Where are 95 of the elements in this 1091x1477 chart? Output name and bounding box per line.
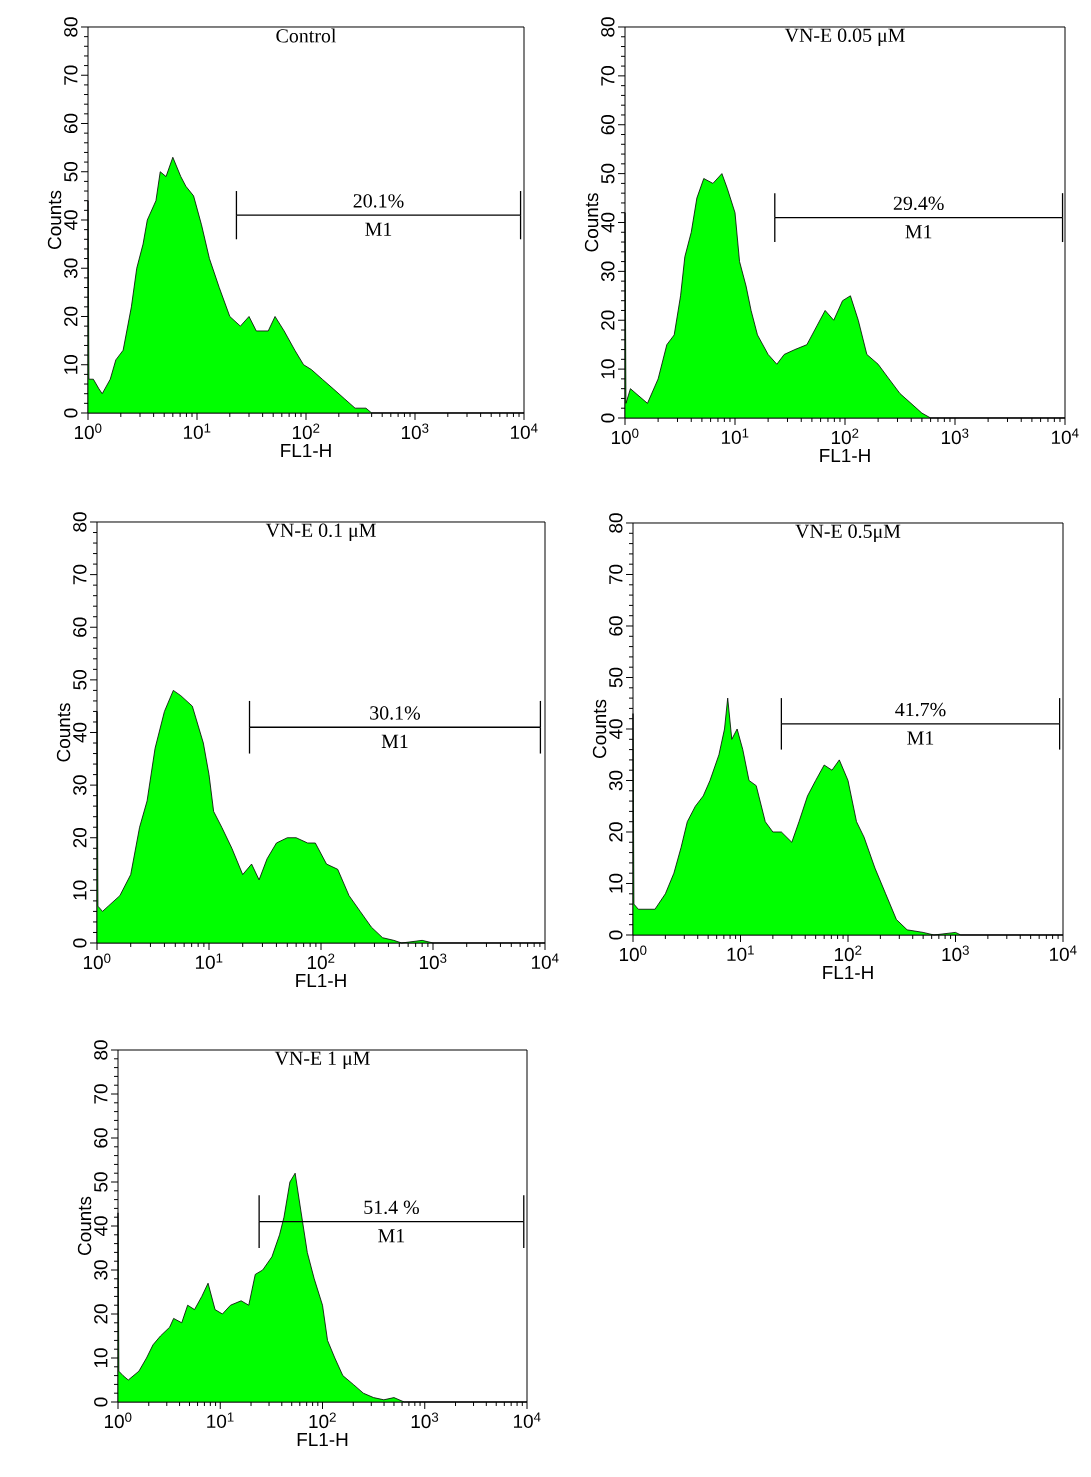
- y-tick-label: 20: [601, 310, 615, 330]
- y-axis-title: Counts: [56, 703, 71, 762]
- y-axis-title: Counts: [584, 193, 599, 252]
- x-tick-label: 10$^{3}$: [401, 423, 429, 440]
- y-tick-label: 40: [601, 212, 615, 233]
- y-tick-label: 60: [94, 1128, 108, 1148]
- x-tick-label: 10$^{2}$: [309, 1412, 336, 1429]
- x-tick-label: 10$^{0}$: [611, 428, 639, 445]
- y-tick-label: 60: [601, 114, 615, 135]
- y-tick-label: 60: [73, 617, 87, 637]
- annotation: 20.1%: [353, 194, 404, 208]
- x-tick-label: 10$^{2}$: [831, 428, 859, 445]
- annotation: 41.7%: [895, 702, 946, 717]
- y-tick-label: 50: [73, 670, 87, 690]
- x-tick-label: 10$^{0}$: [619, 945, 647, 962]
- y-tick-label: 50: [609, 667, 623, 688]
- y-tick-label: 30: [94, 1260, 108, 1280]
- y-axis-title: Counts: [77, 1196, 92, 1256]
- x-tick-label: 10$^{2}$: [834, 945, 862, 962]
- y-tick-label: 60: [64, 113, 78, 134]
- x-tick-label: 10$^{2}$: [307, 953, 335, 970]
- y-tick-label: 70: [609, 564, 623, 585]
- x-tick-label: 10$^{2}$: [292, 423, 320, 440]
- chart-title: VN-E 1 μM: [274, 1051, 370, 1069]
- annotation: M1: [378, 1229, 405, 1243]
- y-tick-label: 40: [609, 719, 623, 740]
- y-tick-label: 60: [609, 616, 623, 636]
- y-tick-label: 50: [64, 161, 78, 182]
- x-tick-label: 10$^{4}$: [1049, 945, 1077, 962]
- y-tick-label: 10: [609, 873, 623, 893]
- chart-title: VN-E 0.5μM: [795, 524, 901, 543]
- y-tick-label: 0: [601, 413, 615, 423]
- x-tick-label: 10$^{0}$: [104, 1412, 132, 1429]
- x-axis-title: FL1-H: [823, 966, 873, 980]
- y-tick-label: 70: [64, 65, 78, 85]
- y-tick-label: 50: [94, 1172, 108, 1192]
- chart-title: VN-E 0.1 μM: [265, 523, 376, 542]
- chart-title: Control: [276, 28, 337, 43]
- y-tick-label: 30: [609, 770, 623, 791]
- y-tick-label: 0: [64, 408, 78, 418]
- x-tick-label: 10$^{4}$: [513, 1412, 541, 1429]
- x-tick-label: 10$^{1}$: [195, 953, 223, 970]
- x-tick-label: 10$^{1}$: [183, 423, 211, 440]
- y-tick-label: 10: [601, 359, 615, 379]
- y-axis-title: Counts: [47, 190, 62, 250]
- x-tick-label: 10$^{0}$: [74, 423, 102, 440]
- x-tick-label: 10$^{3}$: [941, 428, 969, 445]
- y-tick-label: 80: [64, 17, 78, 37]
- x-tick-label: 10$^{1}$: [727, 945, 754, 962]
- annotation: 51.4 %: [364, 1200, 419, 1215]
- y-tick-label: 40: [73, 722, 87, 743]
- y-tick-label: 30: [64, 258, 78, 279]
- chart-title: VN-E 0.05 μM: [784, 28, 905, 47]
- x-tick-label: 10$^{4}$: [1051, 428, 1079, 445]
- y-tick-label: 10: [94, 1348, 108, 1368]
- x-axis-title: FL1-H: [296, 974, 346, 988]
- annotation: M1: [907, 731, 934, 745]
- y-tick-label: 20: [73, 827, 87, 848]
- y-tick-label: 30: [73, 775, 87, 795]
- annotation: 30.1%: [370, 706, 421, 720]
- x-tick-label: 10$^{1}$: [721, 428, 749, 445]
- x-tick-label: 10$^{0}$: [83, 953, 111, 970]
- y-tick-label: 10: [73, 880, 87, 900]
- x-axis-title: FL1-H: [820, 449, 870, 463]
- y-tick-label: 0: [73, 938, 87, 948]
- y-tick-label: 80: [601, 17, 615, 37]
- y-axis-title: Counts: [592, 699, 607, 759]
- x-tick-label: 10$^{3}$: [419, 953, 447, 970]
- y-tick-label: 0: [609, 930, 623, 940]
- y-tick-label: 20: [94, 1304, 108, 1324]
- x-axis-title: FL1-H: [281, 444, 331, 458]
- y-tick-label: 80: [73, 512, 87, 532]
- annotation: M1: [365, 222, 392, 236]
- x-tick-label: 10$^{1}$: [207, 1412, 234, 1429]
- y-tick-label: 50: [601, 163, 615, 184]
- annotation: 29.4%: [893, 196, 944, 211]
- y-tick-label: 30: [601, 261, 615, 282]
- annotation: M1: [381, 734, 408, 748]
- x-tick-label: 10$^{3}$: [942, 945, 969, 962]
- y-tick-label: 10: [64, 354, 78, 374]
- y-tick-label: 70: [94, 1084, 108, 1104]
- x-axis-title: FL1-H: [297, 1433, 348, 1447]
- y-tick-label: 70: [73, 564, 87, 585]
- annotation: M1: [905, 225, 932, 239]
- y-tick-label: 40: [64, 210, 78, 231]
- y-tick-label: 70: [601, 66, 615, 86]
- y-tick-label: 0: [94, 1397, 108, 1407]
- y-tick-label: 80: [609, 513, 623, 533]
- y-tick-label: 40: [94, 1216, 108, 1237]
- y-tick-label: 20: [64, 306, 78, 327]
- x-tick-label: 10$^{4}$: [531, 953, 559, 970]
- x-tick-label: 10$^{4}$: [510, 423, 538, 440]
- y-tick-label: 20: [609, 822, 623, 842]
- y-tick-label: 80: [94, 1040, 108, 1060]
- x-tick-label: 10$^{3}$: [411, 1412, 439, 1429]
